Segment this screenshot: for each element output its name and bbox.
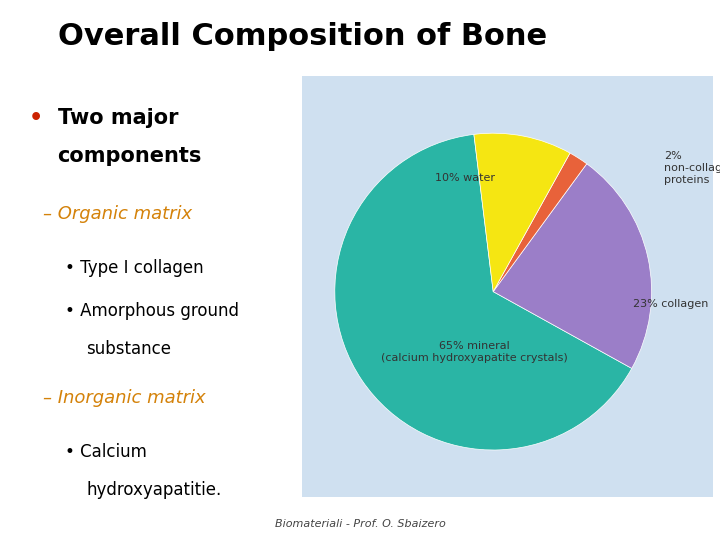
Wedge shape xyxy=(493,153,587,292)
Text: substance: substance xyxy=(86,340,171,358)
Wedge shape xyxy=(474,133,570,292)
Text: 2%
non-collagen
proteins: 2% non-collagen proteins xyxy=(665,151,720,185)
Text: – Organic matrix: – Organic matrix xyxy=(43,205,192,223)
Text: 65% mineral
(calcium hydroxyapatite crystals): 65% mineral (calcium hydroxyapatite crys… xyxy=(381,341,567,363)
Wedge shape xyxy=(335,134,631,450)
Text: – Inorganic matrix: – Inorganic matrix xyxy=(43,389,206,407)
Text: • Type I collagen: • Type I collagen xyxy=(65,259,204,277)
Text: • Amorphous ground: • Amorphous ground xyxy=(65,302,239,320)
Wedge shape xyxy=(493,164,652,368)
Text: components: components xyxy=(58,146,202,166)
Text: hydroxyapatitie.: hydroxyapatitie. xyxy=(86,481,222,498)
Text: •: • xyxy=(29,108,43,128)
Text: Two major: Two major xyxy=(58,108,178,128)
Text: • Calcium: • Calcium xyxy=(65,443,147,461)
Text: 10% water: 10% water xyxy=(435,173,495,183)
Text: 23% collagen: 23% collagen xyxy=(633,299,708,309)
Text: Overall Composition of Bone: Overall Composition of Bone xyxy=(58,22,546,51)
Text: Biomateriali - Prof. O. Sbaizero: Biomateriali - Prof. O. Sbaizero xyxy=(274,519,446,529)
